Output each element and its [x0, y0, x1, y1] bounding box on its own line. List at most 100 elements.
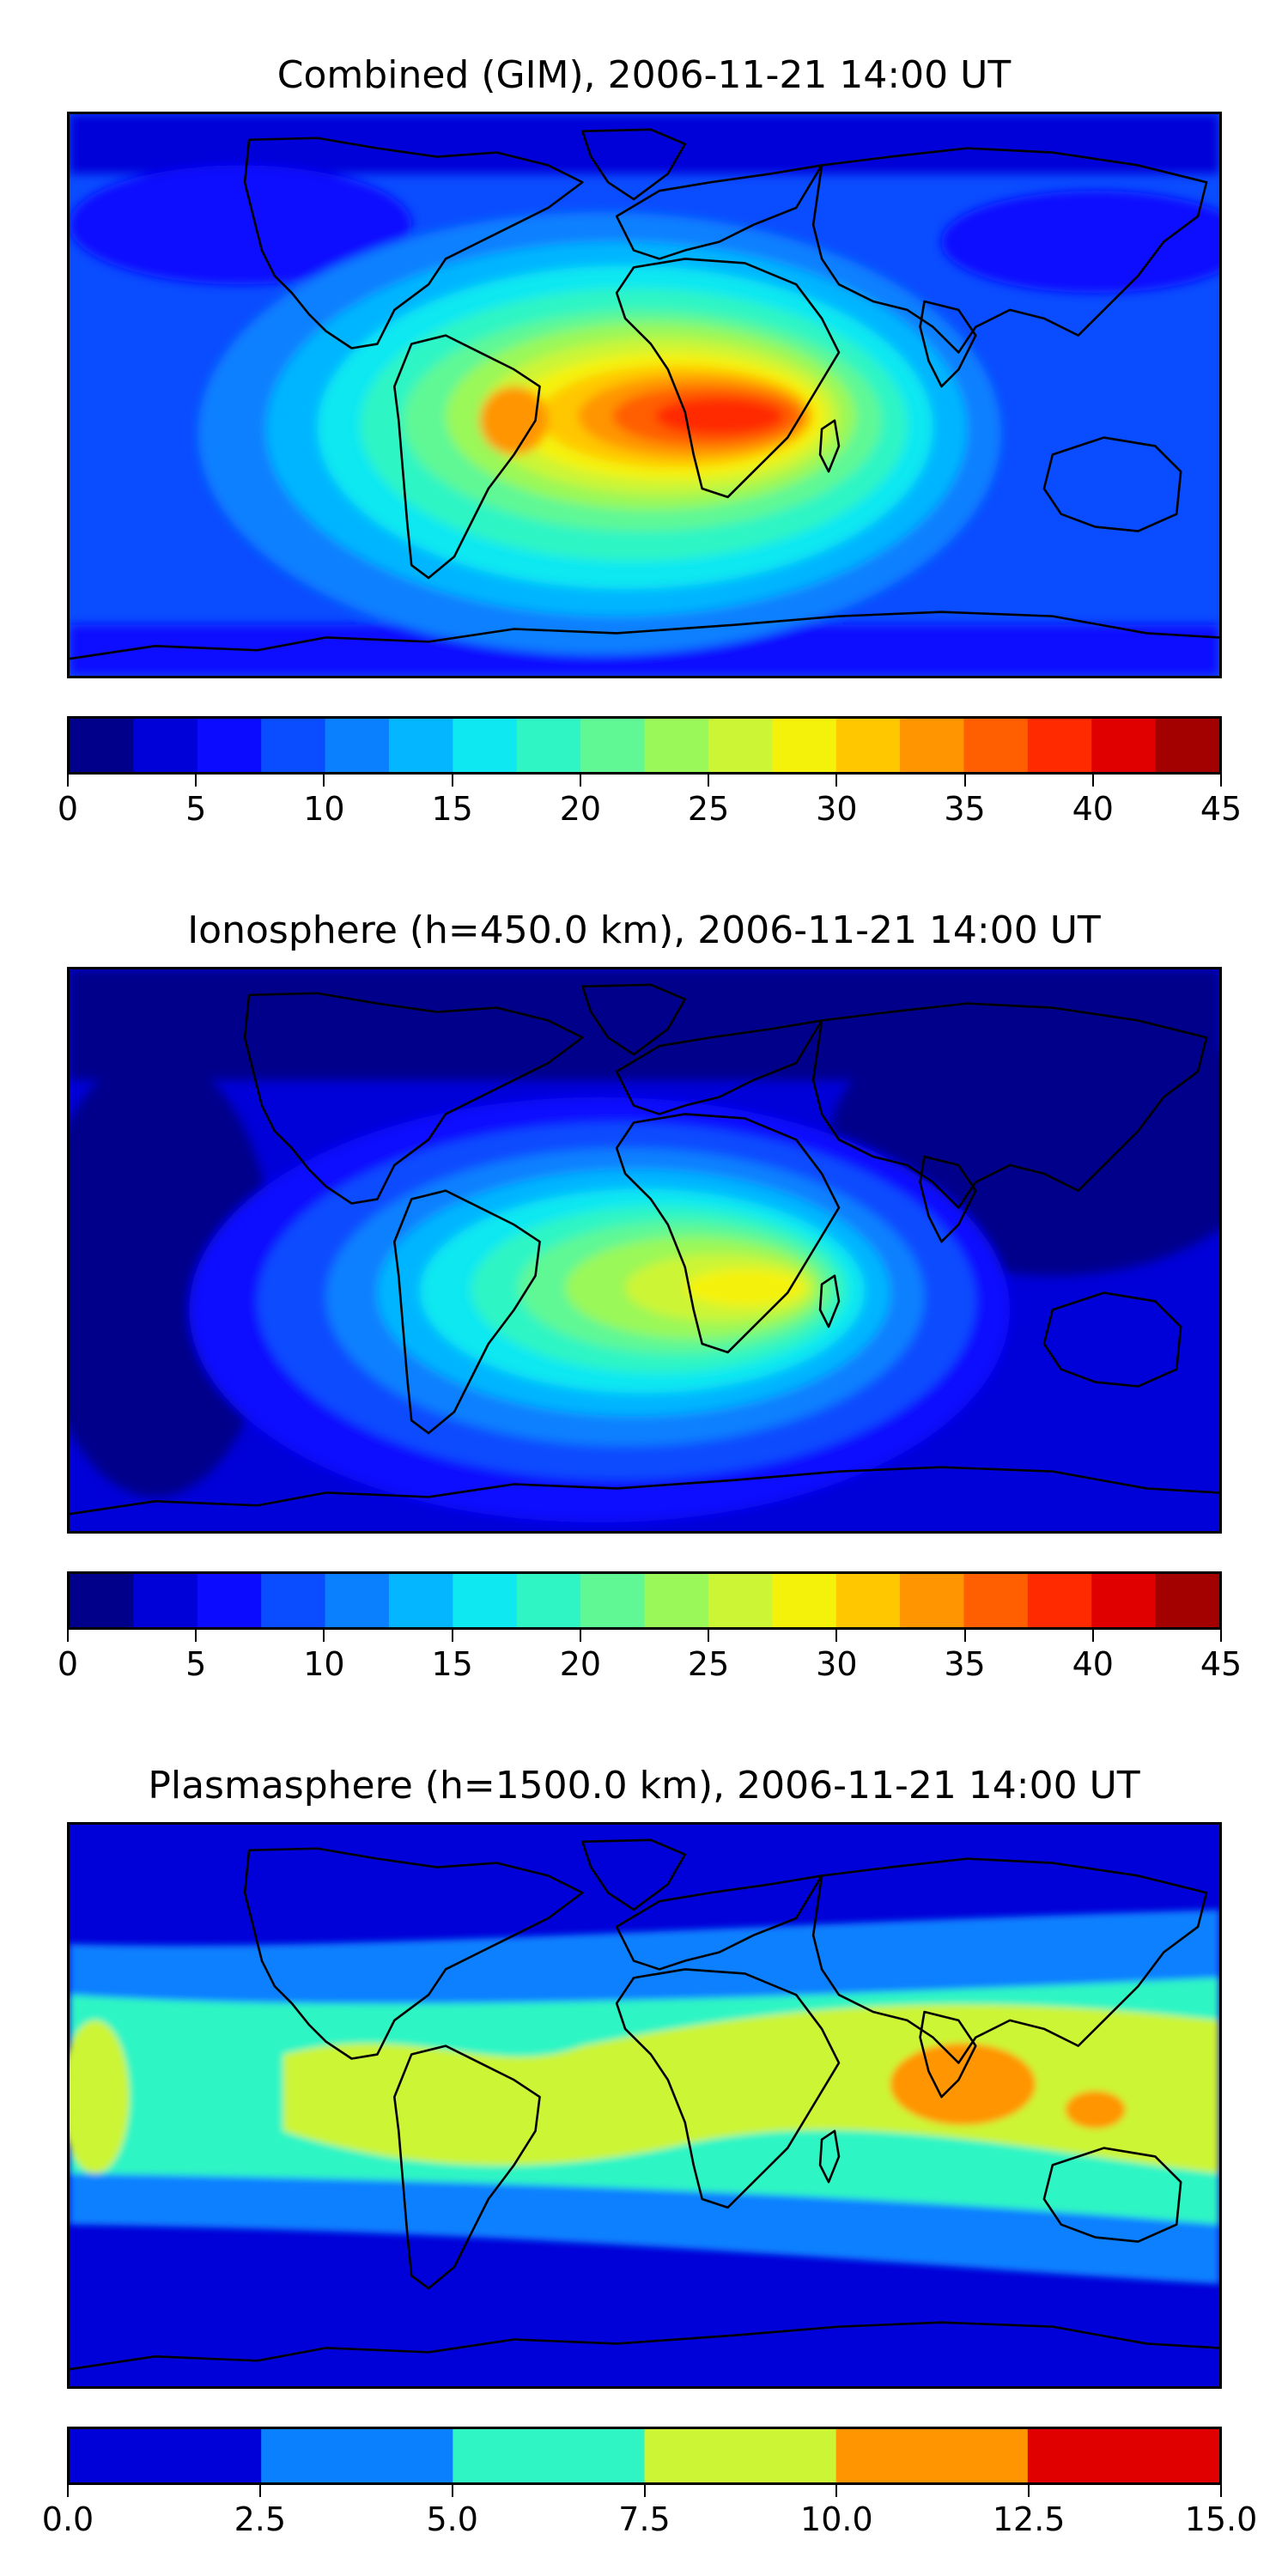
colorbar-tick [451, 2485, 453, 2497]
colorbar-tick-label: 15 [431, 790, 473, 828]
colorbar-segment [644, 1574, 709, 1627]
colorbar-tick [1028, 2485, 1030, 2497]
colorbar-tick [195, 1630, 197, 1642]
colorbar-segment [388, 719, 453, 772]
colorbar-segment [835, 2429, 1029, 2482]
colorbar-segment [261, 1574, 326, 1627]
colorbar-tick [195, 775, 197, 787]
colorbar-tick-label: 15 [431, 1645, 473, 1683]
colorbar-tick-label: 15.0 [1184, 2500, 1258, 2538]
colorbar-segment [708, 719, 773, 772]
colorbar-segment [580, 1574, 646, 1627]
colorbar-segment [133, 1574, 198, 1627]
colorbar-segment [453, 719, 518, 772]
colorbar-tick [708, 1630, 710, 1642]
colorbar-combined-svg [70, 719, 1219, 772]
tec-contour-sa [479, 386, 549, 455]
colorbar-segment [261, 2429, 453, 2482]
tec-contour-30 [684, 1268, 805, 1307]
colorbar-tick [67, 2485, 69, 2497]
colorbar-segment [644, 2429, 837, 2482]
colorbar-segment [708, 1574, 773, 1627]
colorbar-segment [1027, 719, 1092, 772]
colorbar-tick [451, 1630, 453, 1642]
colorbar-combined-ticks: 0 5 10 15 20 25 30 35 40 45 [58, 775, 1242, 843]
colorbar-segment [197, 1574, 262, 1627]
colorbar-tick-label: 35 [944, 1645, 986, 1683]
colorbar-tick-label: 40 [1072, 790, 1114, 828]
colorbar-tick-label: 10 [303, 790, 345, 828]
colorbar-ionosphere [67, 1571, 1222, 1630]
colorbar-segment [1027, 2429, 1219, 2482]
panel-title-plasmasphere: Plasmasphere (h=1500.0 km), 2006-11-21 1… [148, 1764, 1140, 1807]
colorbar-tick [579, 775, 581, 787]
colorbar-segment [261, 719, 326, 772]
colorbar-tick-label: 5.0 [426, 2500, 478, 2538]
colorbar-segment [516, 1574, 581, 1627]
colorbar-tick-label: 0 [57, 1645, 79, 1683]
colorbar-segment [453, 1574, 518, 1627]
colorbar-tick-label: 12.5 [992, 2500, 1066, 2538]
colorbar-segment [963, 1574, 1029, 1627]
colorbar-tick-label: 0 [57, 790, 79, 828]
map-combined-svg [70, 114, 1219, 676]
colorbar-segment [900, 719, 965, 772]
map-plasmasphere-svg [70, 1825, 1219, 2386]
map-plasmasphere [67, 1822, 1222, 2389]
colorbar-segment [133, 719, 198, 772]
colorbar-tick [323, 775, 325, 787]
colorbar-tick [451, 775, 453, 787]
panel-title-ionosphere: Ionosphere (h=450.0 km), 2006-11-21 14:0… [187, 908, 1101, 952]
colorbar-tick [963, 775, 966, 787]
colorbar-tick [835, 775, 838, 787]
tec-contour-7-5-west [70, 2020, 130, 2174]
tec-band-north [70, 114, 1219, 174]
colorbar-segment [644, 719, 709, 772]
colorbar-tick [835, 2485, 838, 2497]
colorbar-tick-label: 7.5 [618, 2500, 671, 2538]
colorbar-segment [388, 1574, 453, 1627]
colorbar-combined [67, 716, 1222, 775]
colorbar-tick [323, 1630, 325, 1642]
colorbar-segment [70, 719, 134, 772]
colorbar-tick-label: 20 [559, 1645, 602, 1683]
colorbar-tick [1220, 775, 1222, 787]
colorbar-tick [1091, 1630, 1094, 1642]
colorbar-tick-label: 30 [816, 790, 858, 828]
colorbar-tick-label: 20 [559, 790, 602, 828]
colorbar-tick [258, 2485, 261, 2497]
colorbar-segment [1091, 719, 1157, 772]
colorbar-segment [835, 719, 901, 772]
colorbar-tick [708, 775, 710, 787]
panel-title-combined: Combined (GIM), 2006-11-21 14:00 UT [276, 53, 1012, 97]
colorbar-ionosphere-svg [70, 1574, 1219, 1627]
colorbar-tick-label: 25 [687, 1645, 730, 1683]
colorbar-tick-label: 25 [687, 790, 730, 828]
colorbar-segment [325, 1574, 390, 1627]
colorbar-tick [1220, 2485, 1222, 2497]
colorbar-tick [67, 1630, 69, 1642]
colorbar-tick [67, 775, 69, 787]
colorbar-segment [70, 1574, 134, 1627]
colorbar-tick-label: 2.5 [234, 2500, 287, 2538]
colorbar-tick-label: 5 [185, 1645, 207, 1683]
colorbar-segment [963, 719, 1029, 772]
colorbar-tick [835, 1630, 838, 1642]
colorbar-tick-label: 5 [185, 790, 207, 828]
colorbar-plasmasphere-svg [70, 2429, 1219, 2482]
colorbar-tick-label: 40 [1072, 1645, 1114, 1683]
colorbar-segment [772, 1574, 837, 1627]
colorbar-plasmasphere-ticks: 0.0 2.5 5.0 7.5 10.0 12.5 15.0 [42, 2485, 1257, 2554]
colorbar-segment [70, 2429, 262, 2482]
colorbar-tick [579, 1630, 581, 1642]
colorbar-segment [1155, 1574, 1219, 1627]
colorbar-tick [963, 1630, 966, 1642]
colorbar-segment [516, 719, 581, 772]
colorbar-tick-label: 10 [303, 1645, 345, 1683]
colorbar-plasmasphere [67, 2427, 1222, 2485]
colorbar-segment [453, 2429, 646, 2482]
colorbar-segment [835, 1574, 901, 1627]
colorbar-segment [325, 719, 390, 772]
colorbar-ionosphere-ticks: 0 5 10 15 20 25 30 35 40 45 [58, 1630, 1242, 1698]
colorbar-tick-label: 45 [1200, 1645, 1242, 1683]
